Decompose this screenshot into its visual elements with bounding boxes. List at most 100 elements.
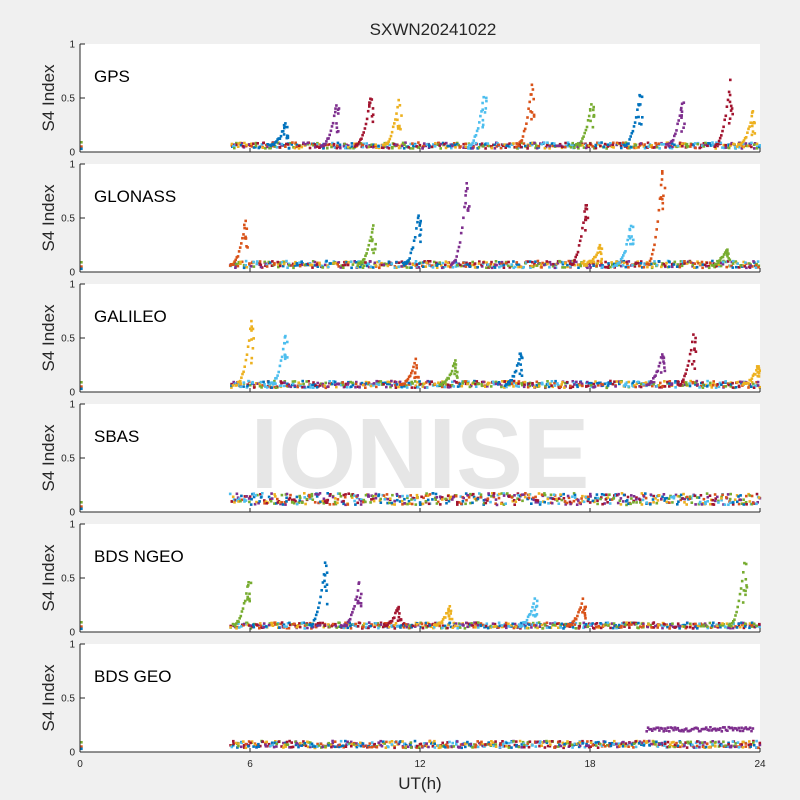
data-point xyxy=(452,745,456,748)
data-point xyxy=(80,261,83,264)
data-point xyxy=(235,262,238,266)
data-point xyxy=(750,141,753,145)
data-point xyxy=(359,500,363,503)
data-point xyxy=(273,621,276,624)
data-point xyxy=(396,118,399,122)
data-point xyxy=(435,264,439,267)
data-point xyxy=(719,141,723,145)
data-point xyxy=(679,493,683,497)
data-point xyxy=(244,219,247,223)
data-point xyxy=(729,726,732,730)
data-point xyxy=(446,611,449,615)
data-point xyxy=(728,497,732,501)
data-point xyxy=(397,605,400,609)
data-point xyxy=(531,260,534,264)
data-point xyxy=(620,146,623,150)
data-point xyxy=(757,746,760,750)
data-point xyxy=(417,146,421,149)
data-point xyxy=(517,362,520,365)
data-point xyxy=(343,744,346,748)
data-point xyxy=(446,741,449,744)
data-point xyxy=(360,592,363,596)
data-point xyxy=(373,625,376,629)
data-point xyxy=(490,145,493,148)
data-point xyxy=(578,741,581,744)
data-point xyxy=(412,239,416,242)
data-point xyxy=(451,364,455,368)
data-point xyxy=(576,145,579,148)
data-point xyxy=(653,262,657,265)
data-point xyxy=(422,382,426,385)
data-point xyxy=(333,380,337,384)
data-point xyxy=(691,743,694,747)
data-point xyxy=(719,623,723,627)
data-point xyxy=(745,503,748,506)
data-point xyxy=(290,143,294,146)
data-point xyxy=(741,623,744,627)
data-point xyxy=(341,744,345,747)
data-point xyxy=(408,262,411,266)
data-point xyxy=(652,382,655,386)
data-point xyxy=(477,621,480,624)
data-point xyxy=(250,145,254,148)
data-point xyxy=(696,142,699,146)
data-point xyxy=(372,382,376,385)
data-point xyxy=(755,739,758,743)
data-point xyxy=(280,745,283,748)
data-point xyxy=(648,259,652,263)
data-point xyxy=(402,384,406,388)
data-point xyxy=(399,146,402,150)
data-point xyxy=(758,369,761,372)
data-point xyxy=(452,621,456,625)
data-point xyxy=(633,121,637,124)
data-point xyxy=(749,379,753,382)
data-point xyxy=(309,497,312,500)
data-point xyxy=(476,127,480,130)
data-point xyxy=(416,375,420,379)
data-point xyxy=(663,186,667,190)
data-point xyxy=(670,741,674,744)
data-point xyxy=(373,261,377,265)
data-point xyxy=(731,501,735,504)
data-point xyxy=(342,499,345,503)
data-point xyxy=(398,495,402,498)
data-point xyxy=(629,135,632,138)
data-point xyxy=(671,265,674,269)
x-tick-label: 0 xyxy=(77,759,83,770)
data-point xyxy=(538,262,541,265)
data-point xyxy=(365,252,368,255)
data-point xyxy=(648,728,651,731)
data-point xyxy=(643,742,646,746)
data-point xyxy=(358,621,362,625)
data-point xyxy=(500,492,504,495)
data-point xyxy=(479,622,483,625)
data-point xyxy=(248,624,251,627)
data-point xyxy=(285,136,289,140)
data-point xyxy=(237,260,241,264)
data-point xyxy=(755,381,758,384)
data-point xyxy=(374,143,377,146)
data-point xyxy=(636,108,639,111)
data-point xyxy=(280,355,284,359)
data-point xyxy=(651,742,655,746)
data-point xyxy=(731,262,735,265)
data-point xyxy=(556,622,559,626)
data-point xyxy=(394,611,397,615)
data-point xyxy=(662,360,665,363)
data-point xyxy=(333,500,337,504)
data-point xyxy=(456,740,459,743)
data-point xyxy=(409,142,412,146)
data-point xyxy=(393,627,397,630)
data-point xyxy=(672,263,676,266)
data-point xyxy=(630,494,633,497)
data-point xyxy=(334,502,338,506)
data-point xyxy=(252,623,255,626)
data-point xyxy=(548,740,551,743)
data-point xyxy=(694,624,698,628)
y-axis-label: S4 Index xyxy=(39,304,58,372)
data-point xyxy=(366,109,370,113)
data-point xyxy=(563,744,566,748)
data-point xyxy=(668,627,671,630)
data-point xyxy=(487,741,490,744)
